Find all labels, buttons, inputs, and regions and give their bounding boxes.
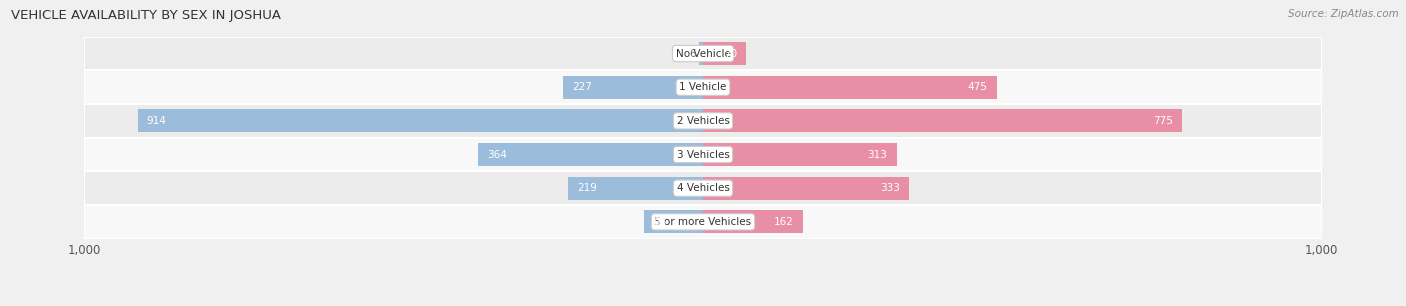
Bar	[703, 42, 747, 65]
Text: 6: 6	[689, 49, 696, 58]
Text: 914: 914	[146, 116, 167, 126]
Text: 4 Vehicles: 4 Vehicles	[676, 183, 730, 193]
Bar	[699, 42, 703, 65]
Text: No Vehicle: No Vehicle	[675, 49, 731, 58]
Bar	[84, 37, 1322, 70]
Text: 227: 227	[572, 82, 592, 92]
Text: 219: 219	[576, 183, 596, 193]
Text: 364: 364	[486, 150, 508, 159]
Text: 313: 313	[868, 150, 887, 159]
Text: 5 or more Vehicles: 5 or more Vehicles	[654, 217, 752, 227]
Bar	[84, 138, 1322, 171]
Bar	[138, 110, 703, 132]
Bar	[703, 143, 897, 166]
Bar	[84, 205, 1322, 239]
Bar	[562, 76, 703, 99]
Bar	[703, 211, 803, 233]
Bar	[84, 171, 1322, 205]
Text: 475: 475	[967, 82, 987, 92]
Bar	[703, 76, 997, 99]
Text: 2 Vehicles: 2 Vehicles	[676, 116, 730, 126]
Text: 3 Vehicles: 3 Vehicles	[676, 150, 730, 159]
Text: 96: 96	[652, 217, 666, 227]
Text: 775: 775	[1153, 116, 1173, 126]
Text: VEHICLE AVAILABILITY BY SEX IN JOSHUA: VEHICLE AVAILABILITY BY SEX IN JOSHUA	[11, 9, 281, 22]
Bar	[703, 110, 1182, 132]
Text: 162: 162	[775, 217, 794, 227]
Bar	[703, 177, 910, 200]
Bar	[568, 177, 703, 200]
Bar	[644, 211, 703, 233]
Text: Source: ZipAtlas.com: Source: ZipAtlas.com	[1288, 9, 1399, 19]
Text: 333: 333	[880, 183, 900, 193]
Bar	[84, 104, 1322, 138]
Text: 70: 70	[724, 49, 737, 58]
Bar	[478, 143, 703, 166]
Bar	[84, 70, 1322, 104]
Text: 1 Vehicle: 1 Vehicle	[679, 82, 727, 92]
